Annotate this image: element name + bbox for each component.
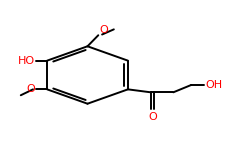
Text: O: O [26,84,35,94]
Text: HO: HO [18,56,35,66]
Text: O: O [148,112,157,122]
Text: O: O [99,24,108,34]
Text: OH: OH [205,80,223,90]
